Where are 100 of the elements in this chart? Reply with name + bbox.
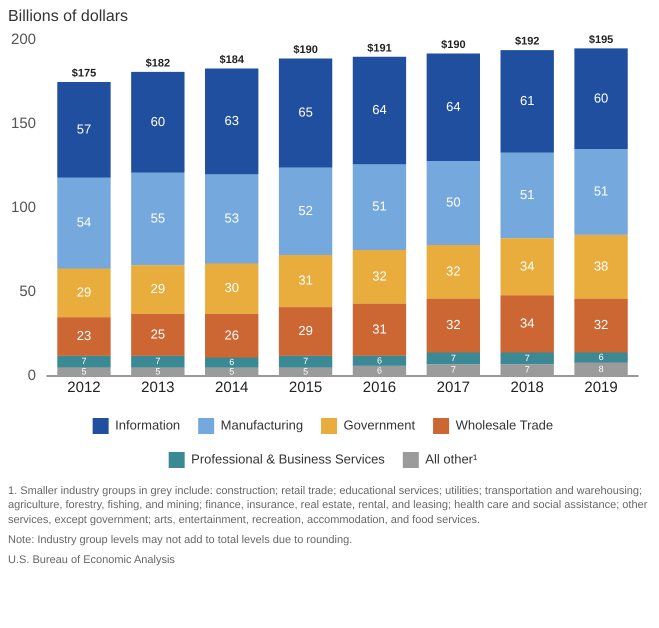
x-tick-label: 2014 [215,379,248,396]
legend-label: Information [115,418,180,433]
data-label: 32 [594,317,608,332]
y-tick-label: 150 [10,115,36,132]
bar [205,314,258,358]
x-tick-label: 2016 [362,379,396,396]
bar [500,152,554,238]
text: U.S. Bureau of Economic Analysis [8,553,176,568]
data-label: 51 [594,184,608,199]
bar [205,263,258,314]
x-tick-label: 2018 [510,379,544,396]
data-label: 61 [520,92,534,108]
y-tick-label: 50 [19,283,36,300]
y-tick-label: 100 [10,199,36,216]
data-label: 50 [446,194,461,210]
bar [57,268,111,318]
text: 1. Smaller industry groups in grey include: construction; retail trade; educational services; utilities; transportation and warehousing; agriculture, forestry, fishing, and mining; finance, insurance, real estate, rental, and leasing; health care and social assistance; other services, except government; arts, entertainment, recreation, accommodation, and food services. [8,484,648,527]
y-axis-title: Billions of dollars [8,8,130,26]
data-label: 65 [298,104,313,120]
bar [352,356,406,366]
bar [352,366,406,376]
bar [352,304,406,356]
data-label: 38 [594,258,608,274]
data-label: 29 [298,323,313,338]
data-label: 60 [594,90,608,106]
data-label: 32 [446,263,461,278]
bar [278,255,332,308]
total-label: $190 [293,44,318,56]
data-label: 57 [76,121,92,136]
legend-label: Manufacturing [220,418,304,433]
bar [426,53,480,161]
data-label: 5 [81,366,86,376]
bar [205,68,258,174]
bar [500,295,554,352]
data-label: 63 [224,113,239,128]
data-label: 29 [150,281,166,296]
data-label: 64 [446,98,461,114]
data-label: 34 [520,258,534,274]
legend-label: All other¹ [425,452,478,467]
bar [500,352,554,364]
bar [131,172,185,266]
data-label: 29 [76,284,92,300]
data-label: 30 [224,280,239,296]
bar [352,56,406,164]
x-tick-label: 2019 [584,379,618,396]
total-label: $195 [588,34,614,46]
bar [278,368,332,376]
data-label: 53 [224,210,239,226]
bar [500,50,554,153]
bar [205,174,258,264]
data-label: 25 [150,326,166,342]
x-tick-label: 2012 [67,379,101,396]
data-label: 8 [598,364,604,374]
bar [278,168,332,256]
data-label: 26 [224,327,239,342]
data-label: 5 [229,366,234,376]
legend-label: Wholesale Trade [456,418,554,433]
bar [57,368,111,376]
bar [352,250,406,304]
bar [57,82,111,178]
total-label: $184 [219,54,245,66]
bar [426,244,480,299]
bar [57,178,111,268]
bar [278,356,332,368]
total-label: $191 [367,42,392,54]
text: Note: Industry group levels may not add to total levels due to rounding. [8,532,354,548]
x-tick-label: 2013 [141,379,175,396]
bar [574,48,628,150]
data-label: 7 [81,356,86,366]
bar [574,298,628,352]
bar [500,238,554,296]
bar [131,314,185,356]
bar [57,356,111,368]
data-label: 54 [76,214,92,230]
y-tick-label: 0 [28,367,36,384]
bar [131,368,185,376]
bar [131,356,185,368]
data-label: 6 [376,365,382,376]
bar [574,234,628,299]
data-label: 31 [372,321,387,336]
bar [131,72,185,173]
data-label: 7 [303,356,308,366]
data-label: 6 [376,355,382,366]
data-label: 7 [450,352,456,363]
bar [574,352,628,363]
data-label: 51 [372,198,387,214]
data-label: 7 [524,364,530,375]
data-label: 32 [446,317,461,332]
legend-label: Government [344,418,416,433]
x-tick-label: 2017 [436,379,470,396]
bar [278,58,332,168]
data-label: 7 [524,352,530,363]
data-label: 34 [520,316,534,330]
bar [426,298,480,352]
data-label: 51 [520,186,534,202]
bar [426,352,480,364]
total-label: $175 [72,68,96,80]
bar [426,364,480,376]
total-label: $182 [146,57,170,70]
bar [205,368,258,376]
